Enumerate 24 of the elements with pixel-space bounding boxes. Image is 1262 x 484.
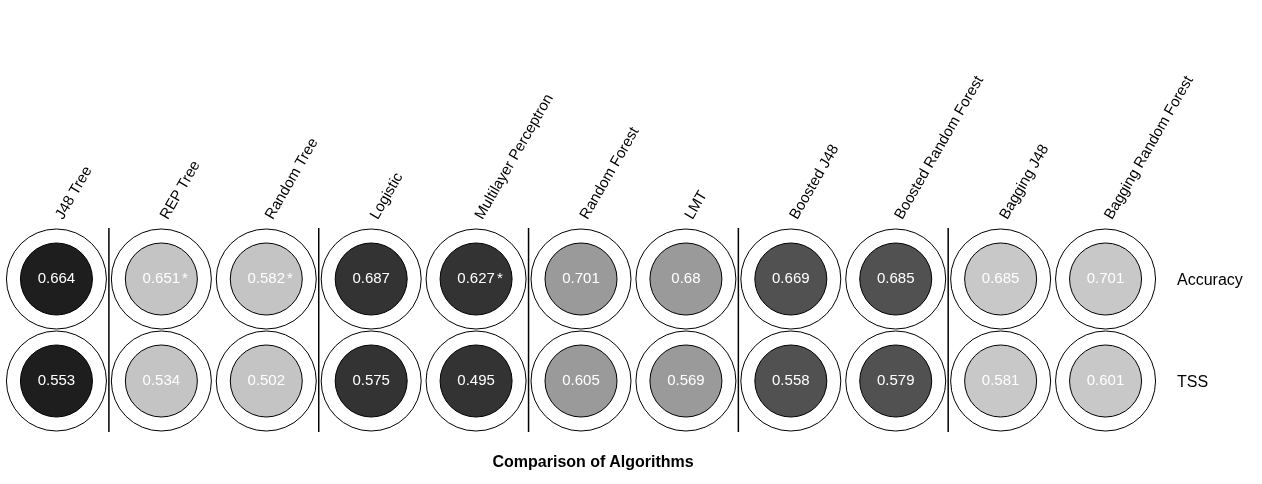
data-label: 0.651 <box>142 268 181 286</box>
text: * <box>287 269 293 286</box>
data-label: 0.495 <box>457 370 495 388</box>
data-label: 0.685 <box>876 268 915 286</box>
data-label: 0.575 <box>352 370 390 388</box>
text: * <box>182 269 188 286</box>
data-label: 0.534 <box>142 370 181 388</box>
data-label: 0.558 <box>772 370 810 388</box>
data-label: 0.664 <box>37 268 76 286</box>
data-label: 0.582 <box>247 268 286 286</box>
data-label: 0.687 <box>352 268 390 286</box>
data-label: 0.669 <box>772 268 810 286</box>
data-label: 0.569 <box>667 370 705 388</box>
data-label: 0.627 <box>457 268 495 286</box>
data-label: 0.579 <box>876 370 915 388</box>
data-label: 0.68 <box>671 268 701 286</box>
text: TSS <box>1177 372 1209 390</box>
text: * <box>497 269 503 286</box>
data-label: 0.701 <box>562 268 600 286</box>
data-label: 0.502 <box>247 370 286 388</box>
data-label: 0.553 <box>37 370 76 388</box>
data-label: 0.605 <box>562 370 600 388</box>
text: Accuracy <box>1177 270 1243 288</box>
text: Comparison of Algorithms <box>492 453 694 471</box>
